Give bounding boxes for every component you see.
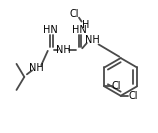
Text: Cl: Cl: [69, 9, 79, 19]
Text: HN: HN: [43, 25, 58, 35]
Text: NH: NH: [56, 45, 71, 55]
Text: NH: NH: [29, 63, 43, 73]
Text: HN: HN: [72, 25, 86, 35]
Text: Cl: Cl: [128, 91, 138, 101]
Text: NH: NH: [85, 36, 99, 45]
Text: H: H: [82, 20, 89, 30]
Text: Cl: Cl: [112, 81, 122, 91]
